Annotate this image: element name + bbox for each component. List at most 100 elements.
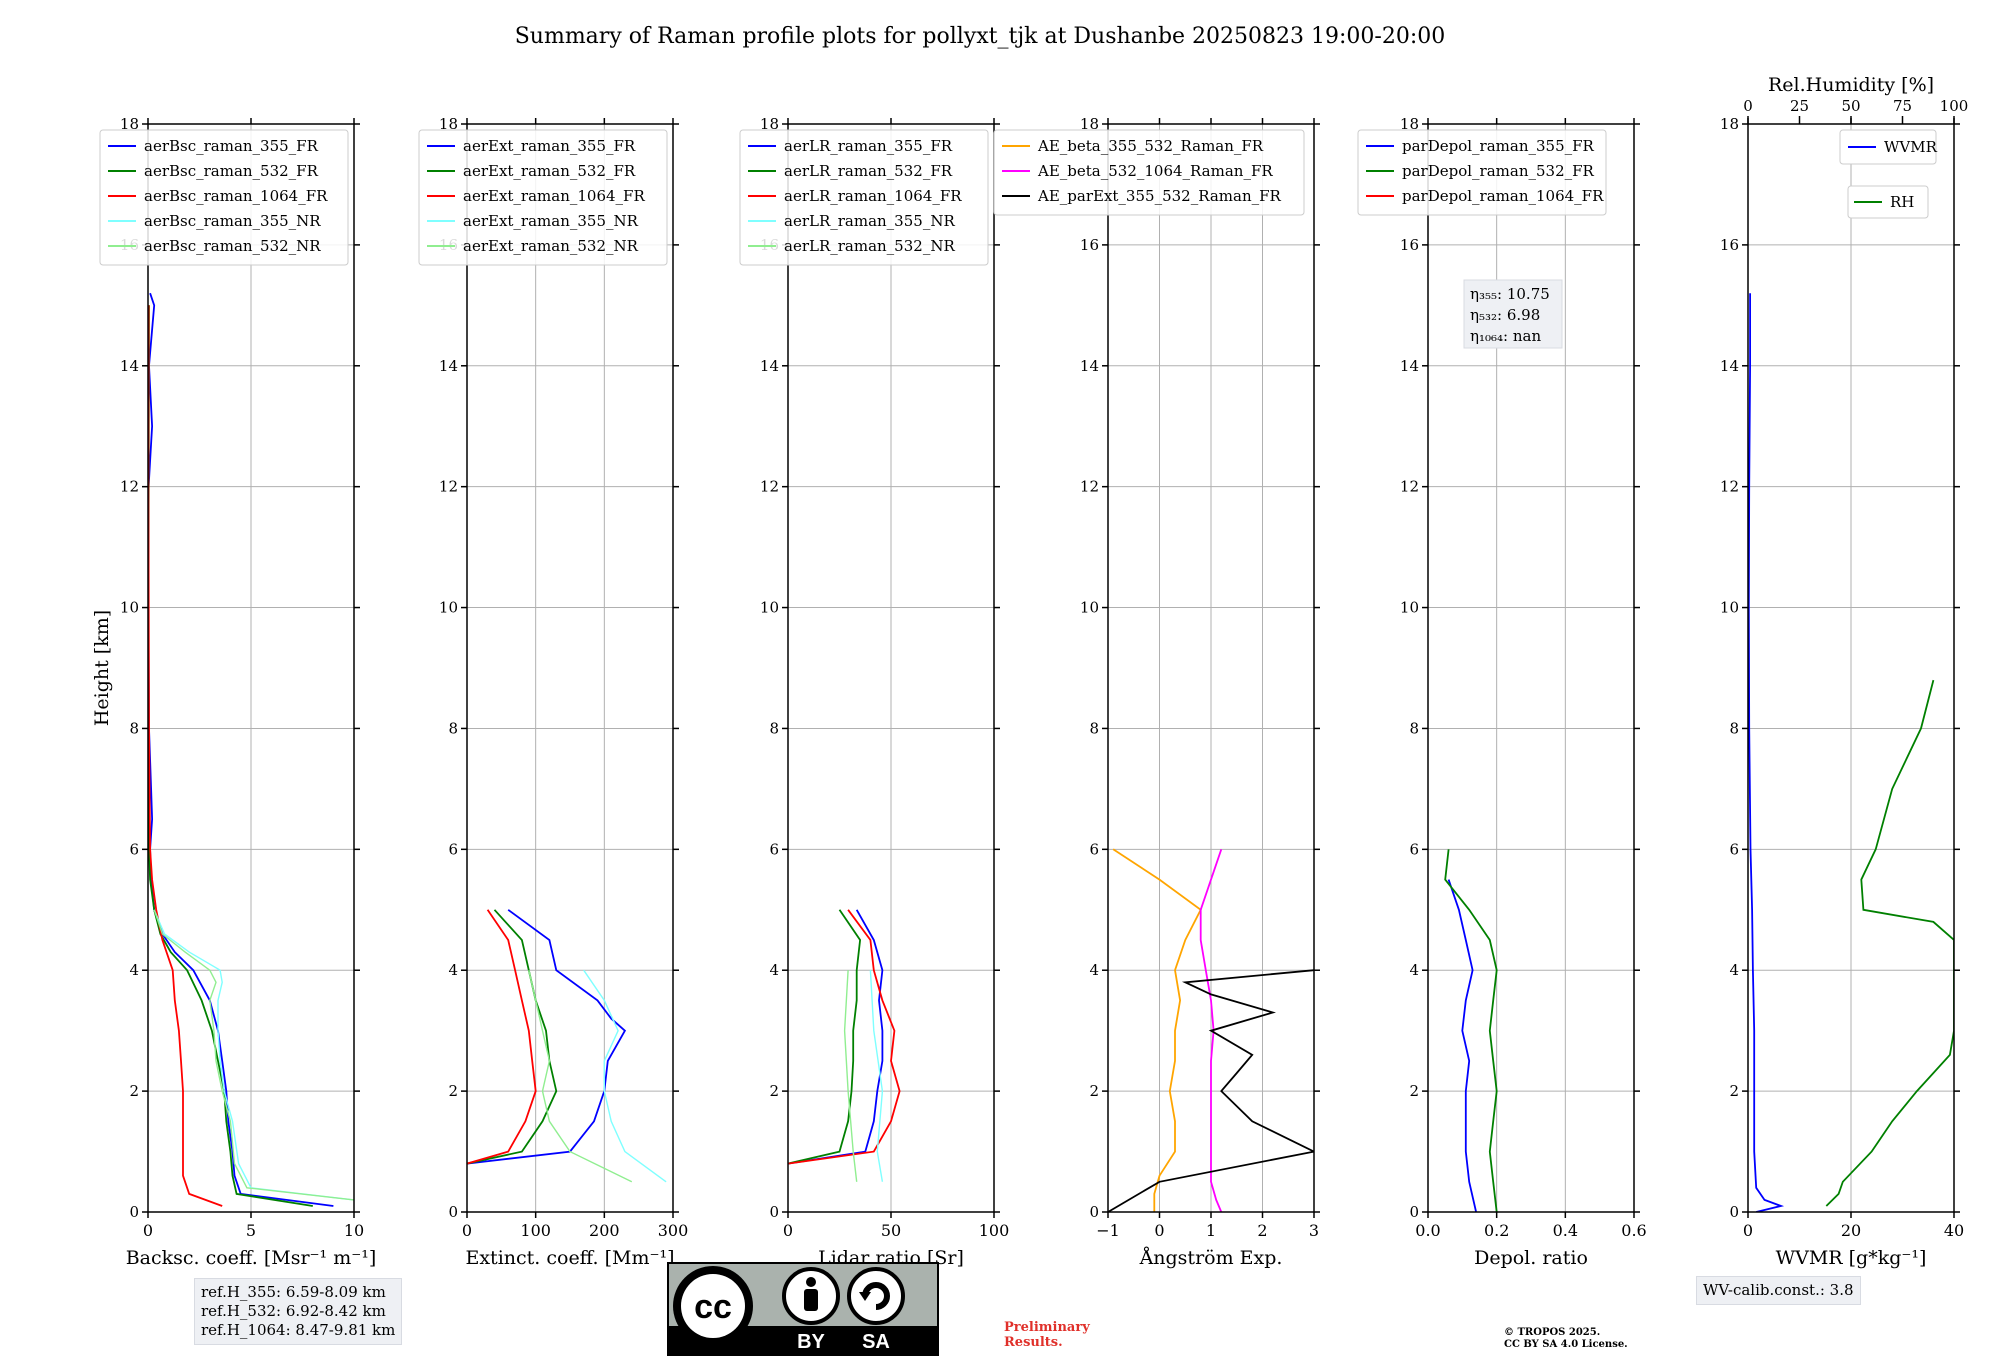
x-tick-label: 0 bbox=[1743, 1221, 1753, 1240]
plot-frame bbox=[466, 123, 674, 1213]
series-group bbox=[1748, 293, 1954, 1212]
series-line-aerlr-raman-1064-fr bbox=[788, 909, 901, 1165]
y-tick-label: 10 bbox=[1080, 599, 1099, 617]
plot-frame bbox=[1107, 123, 1315, 1213]
backscatter-panel: 0246810121416180510Backsc. coeff. [Msr⁻¹… bbox=[91, 115, 376, 1269]
y-tick-label: 0 bbox=[1729, 1203, 1739, 1221]
extinction-panel: 0246810121416180100200300Extinct. coeff.… bbox=[418, 115, 688, 1269]
preliminary-line-1: Preliminary bbox=[1004, 1320, 1090, 1335]
y-tick-label: 14 bbox=[1400, 357, 1419, 375]
legend-entry: aerBsc_raman_355_NR bbox=[144, 212, 321, 230]
y-tick-label: 14 bbox=[120, 357, 139, 375]
series-line-aerbsc-raman-355-nr bbox=[153, 909, 354, 1201]
series-line-pardepol-raman-355-fr bbox=[1447, 879, 1477, 1212]
series-line-aerext-raman-532-fr bbox=[467, 909, 558, 1165]
figure-title: Summary of Raman profile plots for polly… bbox=[515, 24, 1446, 49]
y-tick-label: 4 bbox=[769, 961, 779, 979]
y-tick-label: 6 bbox=[448, 840, 458, 858]
x-tick-label: 0 bbox=[462, 1221, 472, 1240]
x-tick-label: 0.2 bbox=[1484, 1221, 1509, 1240]
preliminary-notice: Preliminary Results. bbox=[1004, 1320, 1124, 1350]
annotation-line: η₃₅₅: 10.75 bbox=[1470, 285, 1550, 303]
legend-entry: RH bbox=[1890, 193, 1914, 211]
series-line-ae-parext-355-532-raman-fr bbox=[1108, 969, 1314, 1212]
y-tick-label: 4 bbox=[1409, 961, 1419, 979]
lidar-ratio-panel: 024681012141618050100Lidar ratio [Sr]aer… bbox=[739, 115, 1009, 1269]
y-tick-label: 14 bbox=[1080, 357, 1099, 375]
y-tick-label: 10 bbox=[1720, 599, 1739, 617]
x-axis-label: Ångström Exp. bbox=[1139, 1247, 1283, 1269]
x-tick-label: 0.4 bbox=[1553, 1221, 1578, 1240]
y-tick-label: 0 bbox=[129, 1203, 139, 1221]
x-tick-label: 0.0 bbox=[1415, 1221, 1440, 1240]
legend: aerExt_raman_355_FR aerExt_raman_532_FRae… bbox=[418, 129, 668, 266]
series-line-aerext-raman-532-nr bbox=[528, 970, 633, 1183]
legend: aerBsc_raman_355_FR aerBsc_raman_532_FRae… bbox=[99, 129, 349, 266]
series-line-aerlr-raman-355-nr bbox=[869, 970, 884, 1182]
ref-height-355: ref.H_355: 6.59-8.09 km bbox=[201, 1283, 386, 1301]
reference-height-box: ref.H_355: 6.59-8.09 km ref.H_532: 6.92-… bbox=[194, 1278, 403, 1345]
x-tick-label: 0 bbox=[1154, 1221, 1164, 1240]
legend-box bbox=[1839, 129, 1937, 165]
legend-entry: aerExt_raman_355_NR bbox=[463, 212, 639, 230]
x-tick-label: 0 bbox=[783, 1221, 793, 1240]
plot-frame bbox=[1747, 123, 1955, 1213]
y-tick-label: 0 bbox=[448, 1203, 458, 1221]
y-tick-label: 8 bbox=[1089, 719, 1099, 737]
y-tick-label: 18 bbox=[120, 115, 139, 133]
y-tick-label: 2 bbox=[1089, 1082, 1099, 1100]
series-group bbox=[148, 292, 354, 1207]
legend-box bbox=[418, 129, 668, 266]
plot-frame bbox=[1427, 123, 1635, 1213]
x-tick-label: 100 bbox=[520, 1221, 551, 1240]
x-tick-label: 0.6 bbox=[1621, 1221, 1646, 1240]
y-tick-label: 18 bbox=[1720, 115, 1739, 133]
y-tick-label: 16 bbox=[1400, 236, 1419, 254]
y-tick-label: 4 bbox=[1729, 961, 1739, 979]
y-tick-label: 18 bbox=[1400, 115, 1419, 133]
y-tick-label: 12 bbox=[120, 478, 139, 496]
copyright-line-1: © TROPOS 2025. bbox=[1504, 1327, 1601, 1338]
y-tick-label: 14 bbox=[1720, 357, 1739, 375]
y-tick-label: 2 bbox=[448, 1082, 458, 1100]
y-tick-label: 2 bbox=[1729, 1082, 1739, 1100]
x-tick-label: 40 bbox=[1944, 1221, 1964, 1240]
y-tick-label: 16 bbox=[1720, 236, 1739, 254]
x-tick-label: 50 bbox=[881, 1221, 901, 1240]
x2-tick-label: 100 bbox=[1940, 97, 1969, 115]
y-tick-label: 0 bbox=[769, 1203, 779, 1221]
y-axis-label: Height [km] bbox=[91, 610, 113, 726]
series-line-aerbsc-raman-532-nr bbox=[153, 909, 354, 1201]
preliminary-line-2: Results. bbox=[1004, 1335, 1063, 1350]
legend-entry: aerLR_raman_355_FR bbox=[784, 137, 953, 155]
y-tick-label: 4 bbox=[129, 961, 139, 979]
annotation-box bbox=[1463, 279, 1563, 349]
legend-box bbox=[993, 129, 1305, 216]
x2-axis-label: Rel.Humidity [%] bbox=[1768, 74, 1934, 96]
series-group bbox=[788, 909, 901, 1182]
y-tick-label: 10 bbox=[1400, 599, 1419, 617]
y-tick-label: 12 bbox=[1080, 478, 1099, 496]
legend-box bbox=[99, 129, 349, 266]
legend: parDepol_raman_355_FR parDepol_raman_532_… bbox=[1357, 129, 1607, 216]
series-line-ae-beta-532-1064-raman-fr bbox=[1199, 849, 1223, 1212]
series-group bbox=[1108, 848, 1314, 1212]
y-tick-label: 8 bbox=[129, 719, 139, 737]
legend: AE_beta_355_532_Raman_FR AE_beta_532_1064… bbox=[993, 129, 1305, 216]
cc-sa-text: SA bbox=[862, 1331, 890, 1353]
series-group bbox=[467, 909, 667, 1183]
series-group bbox=[1444, 849, 1498, 1212]
series-line-aerext-raman-1064-fr bbox=[467, 909, 537, 1165]
series-line-aerext-raman-355-fr bbox=[467, 909, 627, 1165]
x-axis-label: Backsc. coeff. [Msr⁻¹ m⁻¹] bbox=[126, 1247, 377, 1269]
series-line-pardepol-raman-532-fr bbox=[1444, 849, 1498, 1212]
eta-annotation: η₃₅₅: 10.75 η₅₃₂: 6.98 η₁₀₆₄: nan bbox=[1463, 279, 1563, 349]
y-tick-label: 10 bbox=[439, 599, 458, 617]
cc-license-badge: cc BY SA bbox=[667, 1262, 939, 1356]
x-tick-label: 10 bbox=[344, 1221, 364, 1240]
wv-calibration-box: WV-calib.const.: 3.8 bbox=[1696, 1276, 1861, 1305]
y-tick-label: 6 bbox=[1729, 840, 1739, 858]
copyright-line-2: CC BY SA 4.0 License. bbox=[1504, 1339, 1628, 1350]
